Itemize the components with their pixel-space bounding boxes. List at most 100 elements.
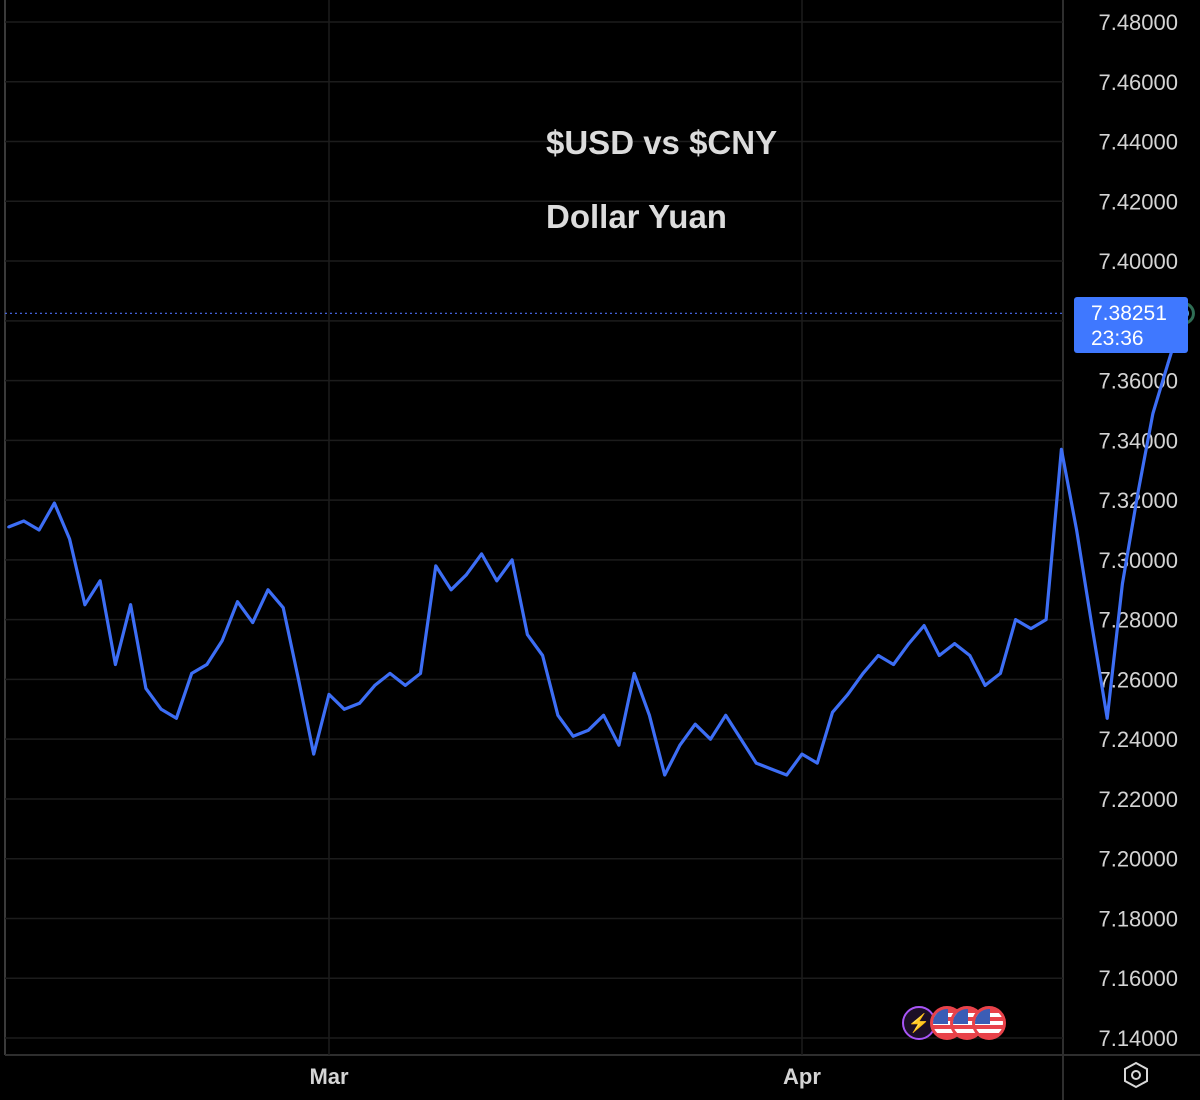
data-point — [968, 654, 972, 657]
data-point — [37, 528, 41, 532]
data-point — [648, 713, 651, 717]
data-point — [1059, 447, 1063, 451]
data-point — [1151, 412, 1155, 415]
settings-hexagon-icon[interactable] — [1121, 1060, 1151, 1090]
y-tick-label: 7.30000 — [1098, 548, 1178, 573]
data-point — [327, 692, 331, 696]
data-point — [785, 773, 789, 777]
data-point — [998, 672, 1002, 675]
data-point — [800, 752, 804, 756]
data-point — [571, 734, 575, 738]
data-point — [739, 737, 743, 741]
y-tick-label: 7.16000 — [1098, 966, 1178, 991]
data-point — [556, 713, 560, 717]
data-point — [342, 707, 346, 711]
y-tick-label: 7.42000 — [1098, 189, 1178, 214]
data-point — [22, 519, 26, 523]
data-point — [205, 663, 209, 666]
y-tick-label: 7.22000 — [1098, 787, 1178, 812]
last-price-time: 23:36 — [1091, 327, 1144, 350]
x-tick-label: Mar — [309, 1064, 349, 1089]
us-flag-icon[interactable] — [972, 1006, 1006, 1040]
data-point — [892, 663, 895, 666]
chart-subtitle: Dollar Yuan — [546, 198, 727, 235]
y-tick-label: 7.40000 — [1098, 249, 1178, 274]
data-point — [495, 579, 499, 583]
data-point — [846, 692, 850, 696]
series-points — [7, 311, 1185, 777]
data-point — [815, 761, 819, 765]
data-point — [113, 663, 117, 666]
data-point — [403, 683, 407, 687]
data-point — [754, 761, 758, 765]
data-point — [480, 552, 483, 556]
data-point — [525, 633, 529, 636]
data-point — [175, 716, 178, 720]
data-point — [617, 743, 621, 747]
data-point — [251, 621, 255, 625]
data-point — [709, 737, 712, 741]
y-tick-label: 7.48000 — [1098, 10, 1178, 35]
data-point — [724, 713, 728, 717]
data-point — [68, 537, 72, 541]
flash-event-icon[interactable]: ⚡ — [902, 1006, 936, 1040]
data-point — [876, 654, 880, 657]
data-point — [602, 713, 606, 717]
y-tick-label: 7.28000 — [1098, 608, 1178, 633]
y-tick-label: 7.34000 — [1098, 428, 1178, 453]
data-point — [7, 525, 10, 529]
y-tick-label: 7.24000 — [1098, 727, 1178, 752]
data-point — [693, 722, 697, 726]
chart-title: $USD vs $CNY — [546, 124, 778, 161]
data-point — [678, 743, 682, 747]
event-markers: ⚡ — [902, 1006, 1012, 1044]
y-tick-label: 7.46000 — [1098, 70, 1178, 95]
data-point — [159, 707, 163, 711]
data-point — [129, 603, 133, 607]
data-point — [266, 588, 270, 592]
data-point — [220, 639, 224, 642]
x-tick-label: Apr — [783, 1064, 821, 1089]
data-point — [464, 573, 468, 577]
data-point — [1121, 582, 1124, 586]
data-point — [663, 773, 667, 777]
data-point — [907, 642, 911, 645]
data-point — [586, 728, 590, 732]
data-point — [358, 701, 361, 705]
data-point — [922, 624, 926, 628]
y-tick-label: 7.14000 — [1098, 1026, 1178, 1051]
data-point — [831, 710, 834, 714]
x-axis-ticks[interactable]: Mar Apr — [309, 1064, 821, 1089]
data-point — [632, 672, 636, 675]
data-point — [510, 558, 514, 562]
data-point — [937, 654, 941, 657]
y-tick-label: 7.18000 — [1098, 906, 1178, 931]
data-point — [144, 686, 148, 690]
y-tick-label: 7.20000 — [1098, 847, 1178, 872]
data-point — [236, 600, 239, 604]
y-tick-label: 7.44000 — [1098, 130, 1178, 155]
data-point — [190, 672, 194, 675]
data-point — [1014, 618, 1018, 622]
data-point — [1136, 492, 1140, 496]
data-point — [419, 672, 422, 675]
data-point — [983, 683, 987, 687]
data-point — [373, 683, 377, 687]
data-point — [83, 603, 87, 607]
data-point — [1075, 528, 1079, 532]
last-price-value: 7.38251 — [1091, 302, 1167, 325]
data-point — [1029, 627, 1033, 631]
data-point — [281, 606, 285, 610]
data-point — [98, 579, 102, 583]
data-point — [1166, 361, 1170, 365]
series-line[interactable] — [8, 312, 1186, 777]
last-price-tag: 7.38251 23:36 — [1074, 297, 1188, 353]
data-point — [312, 752, 316, 756]
data-point — [388, 672, 392, 675]
grid-lines — [5, 0, 1063, 1055]
data-point — [1090, 624, 1094, 628]
data-point — [1044, 618, 1048, 622]
data-point — [297, 678, 300, 681]
